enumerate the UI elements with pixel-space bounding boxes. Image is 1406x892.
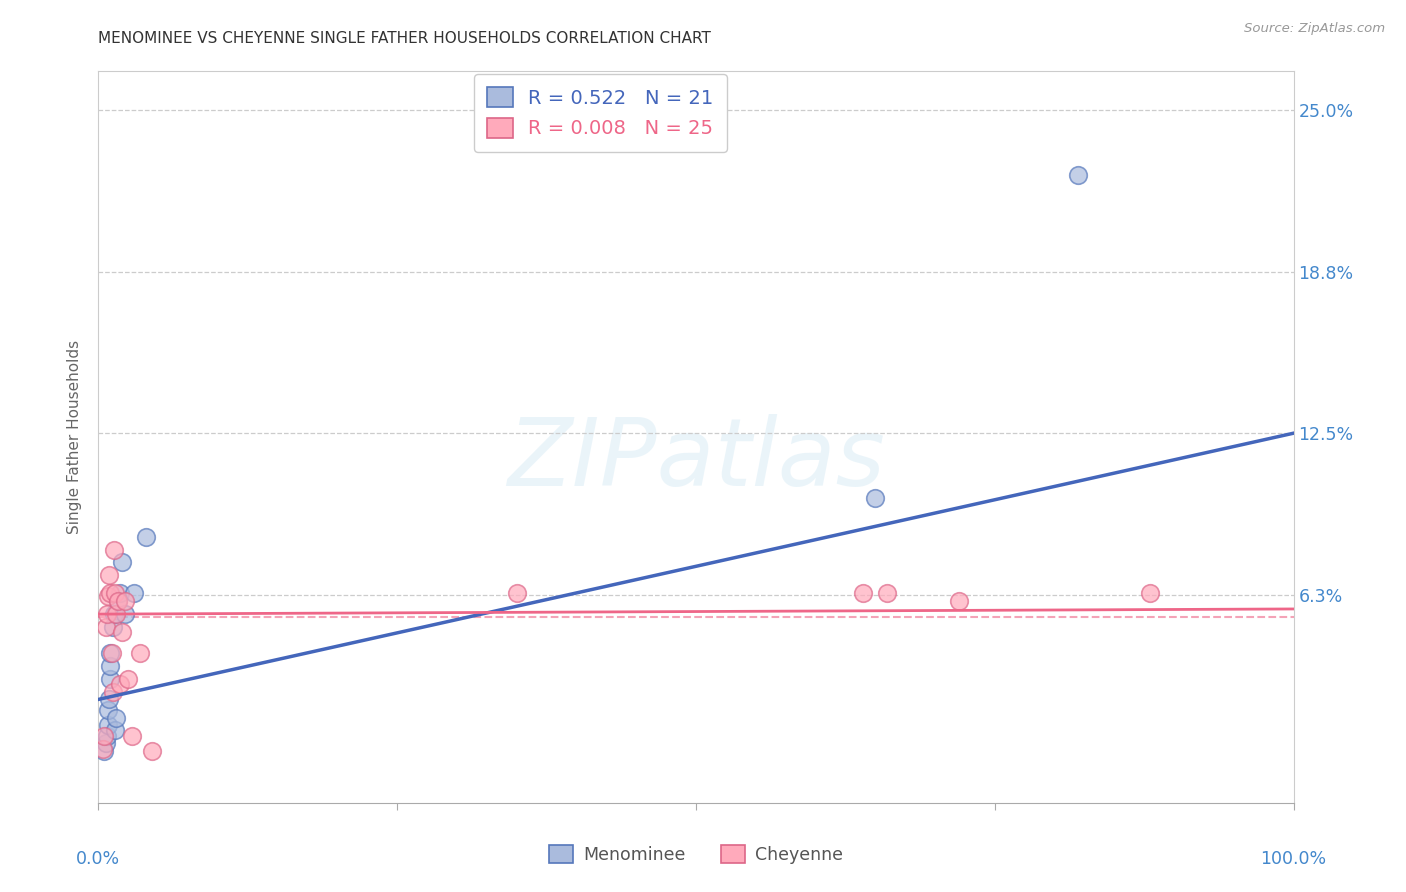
Point <box>107 594 129 608</box>
Point <box>135 530 157 544</box>
Point <box>93 729 115 743</box>
Point <box>1067 168 1090 182</box>
Point <box>129 646 152 660</box>
Point <box>105 710 128 724</box>
Point <box>104 586 127 600</box>
Point <box>94 736 117 750</box>
Point <box>98 658 122 673</box>
Text: Source: ZipAtlas.com: Source: ZipAtlas.com <box>1244 22 1385 36</box>
Point <box>103 542 125 557</box>
Point <box>98 646 122 660</box>
Legend: Menominee, Cheyenne: Menominee, Cheyenne <box>541 838 851 871</box>
Point <box>121 729 143 743</box>
Text: 0.0%: 0.0% <box>76 850 121 868</box>
Text: 100.0%: 100.0% <box>1260 850 1327 868</box>
Y-axis label: Single Father Households: Single Father Households <box>67 340 83 534</box>
Point <box>108 677 131 691</box>
Point <box>100 646 122 660</box>
Point <box>114 594 136 608</box>
Point <box>97 718 120 732</box>
Point <box>97 703 120 717</box>
Point <box>98 692 121 706</box>
Point <box>98 586 122 600</box>
Point <box>104 723 127 738</box>
Point <box>863 491 887 505</box>
Point <box>1139 586 1161 600</box>
Point <box>105 607 128 621</box>
Point <box>94 620 117 634</box>
Point <box>96 607 118 621</box>
Text: ZIPatlas: ZIPatlas <box>508 414 884 505</box>
Point <box>101 684 124 698</box>
Point <box>93 744 115 758</box>
Point <box>948 594 970 608</box>
Point <box>96 729 118 743</box>
Point <box>141 744 163 758</box>
Point <box>98 672 122 686</box>
Point <box>117 672 139 686</box>
Point <box>124 586 146 600</box>
Point <box>111 556 134 570</box>
Text: MENOMINEE VS CHEYENNE SINGLE FATHER HOUSEHOLDS CORRELATION CHART: MENOMINEE VS CHEYENNE SINGLE FATHER HOUS… <box>98 31 711 46</box>
Point <box>103 607 125 621</box>
Point <box>114 607 136 621</box>
Point <box>852 586 875 600</box>
Point <box>91 741 114 756</box>
Point <box>111 625 134 640</box>
Point <box>101 620 124 634</box>
Point <box>97 589 120 603</box>
Point <box>107 594 129 608</box>
Point <box>506 586 529 600</box>
Point <box>108 586 131 600</box>
Point <box>98 568 121 582</box>
Point <box>876 586 898 600</box>
